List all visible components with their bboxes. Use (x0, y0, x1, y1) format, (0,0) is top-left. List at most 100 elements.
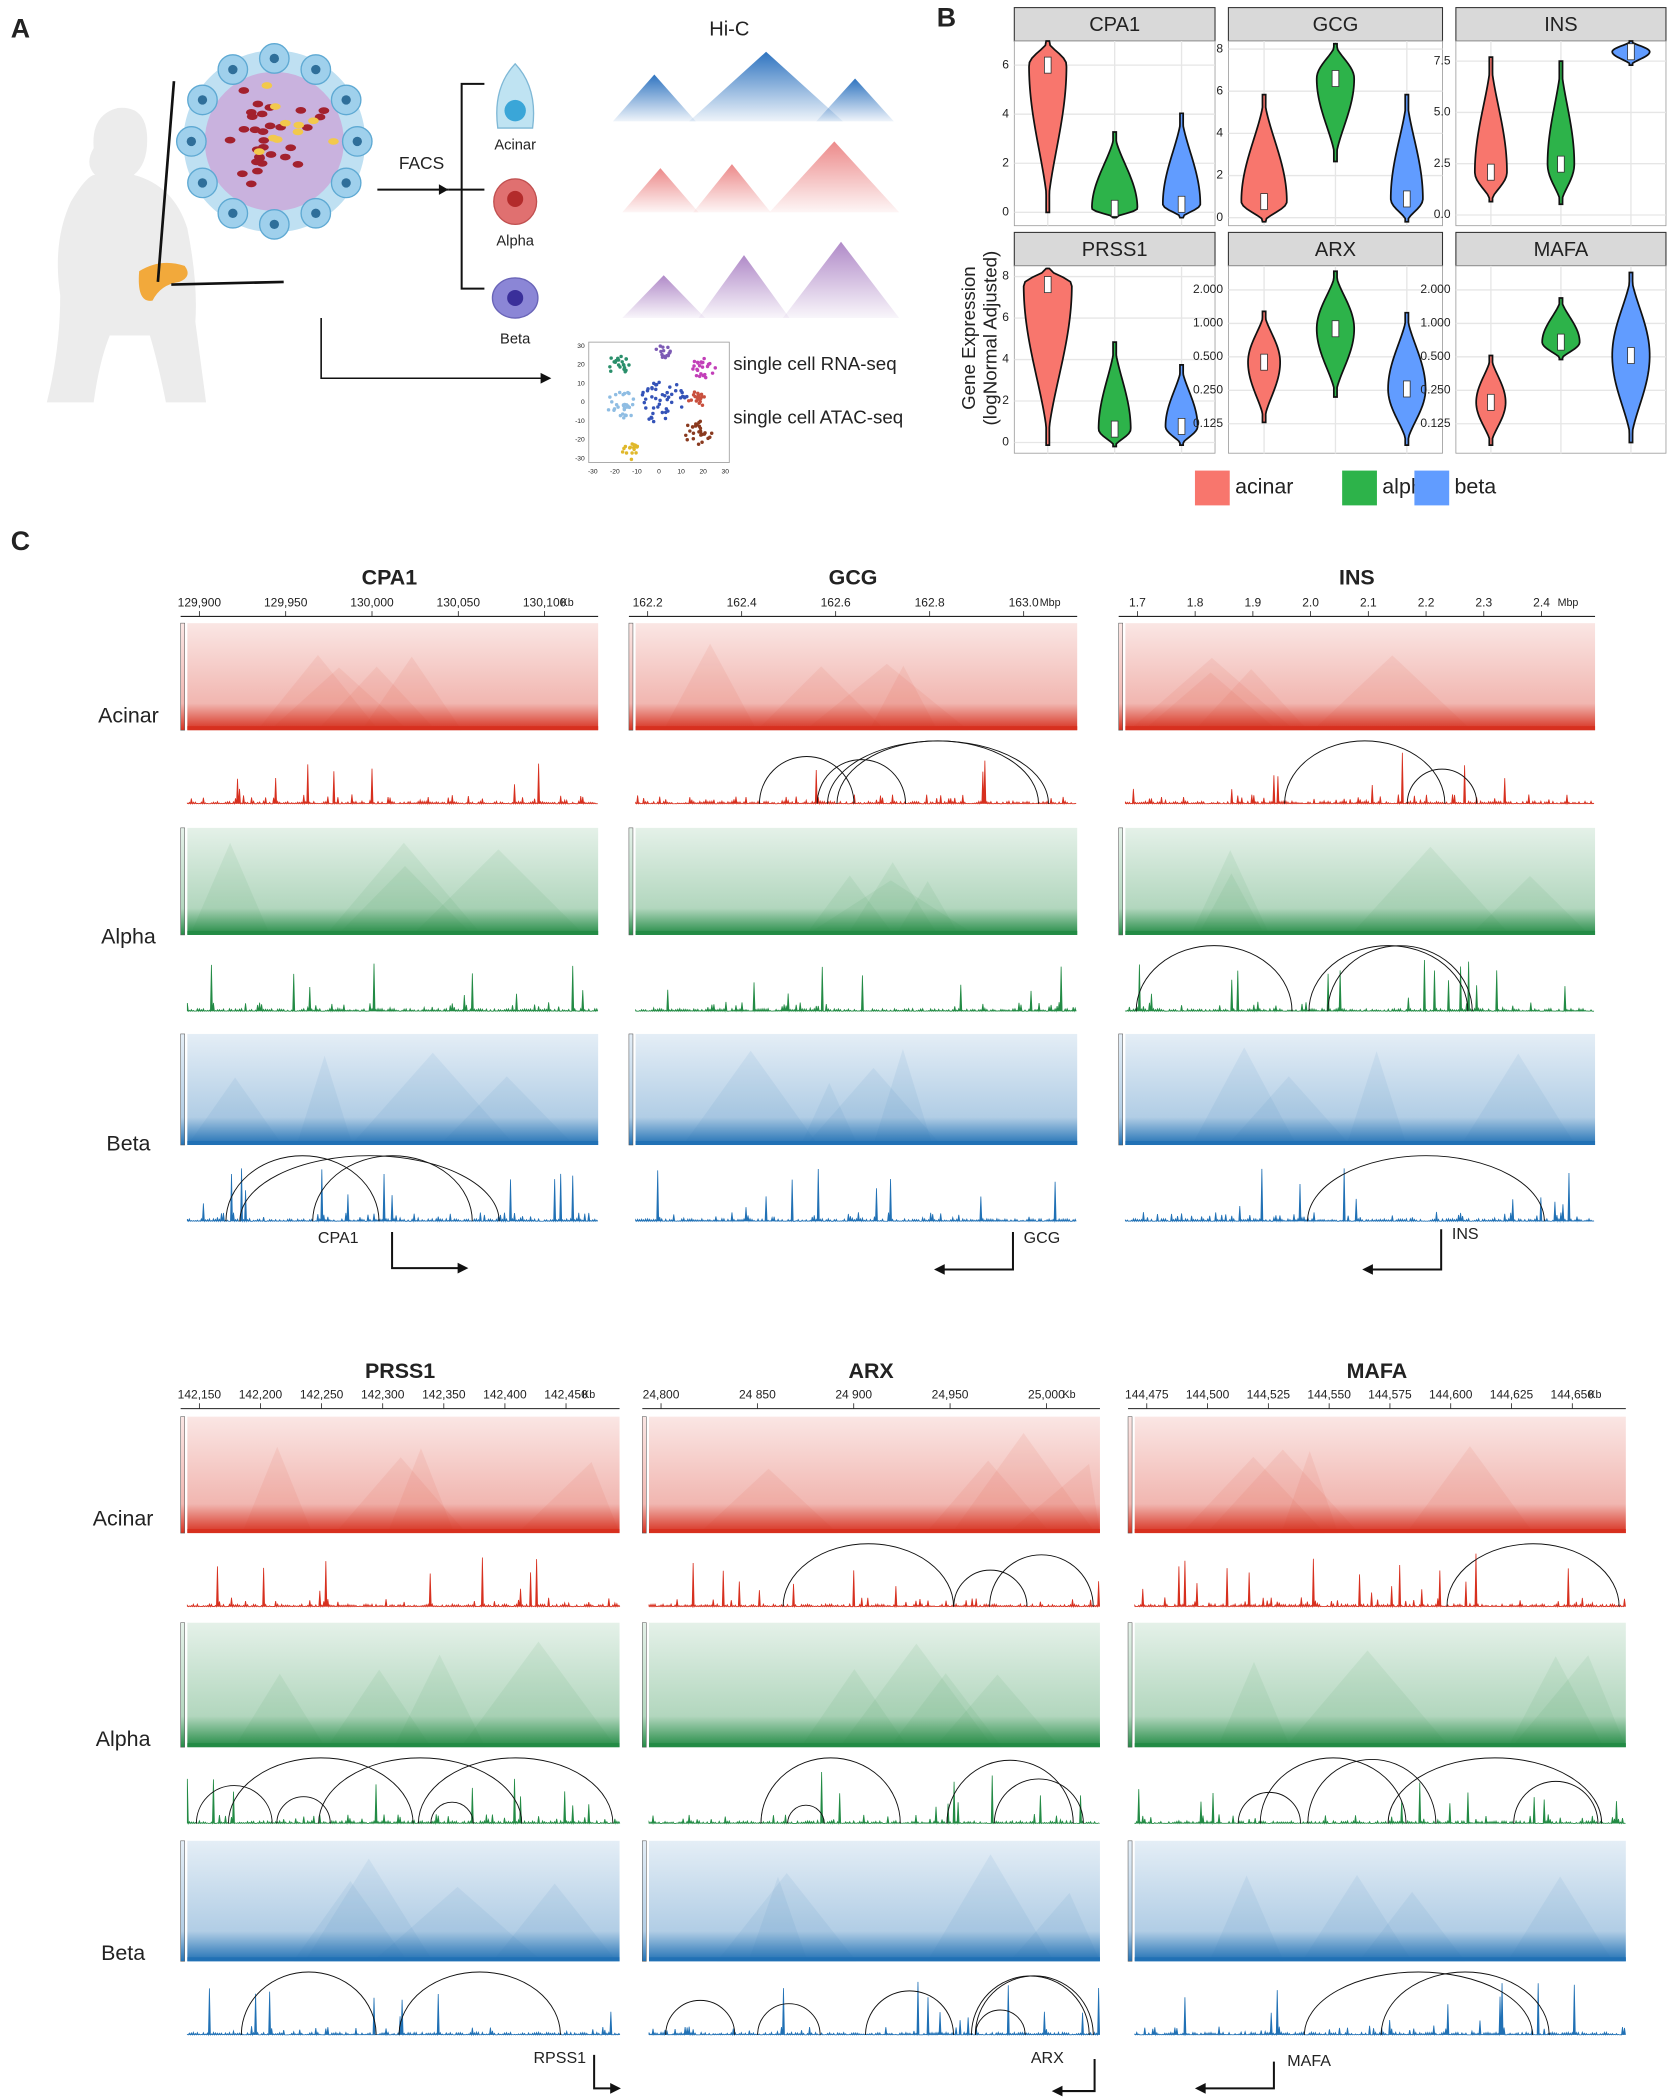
tad (187, 1077, 283, 1146)
tsne-point (688, 429, 692, 433)
color-scale (628, 827, 634, 936)
tsne-point (659, 349, 663, 354)
gene-label: INS (1452, 1225, 1479, 1243)
zoom-line (156, 81, 176, 283)
tsne-point (696, 361, 700, 365)
body-silhouette (46, 107, 207, 403)
loop-arc (318, 1757, 523, 1824)
loop-arc (225, 1155, 380, 1222)
tad (934, 1674, 1060, 1748)
islet-spot (256, 160, 268, 167)
islet-spot (252, 100, 264, 108)
loop-arc (1513, 1781, 1599, 1824)
facet-title: PRSS1 (1082, 239, 1148, 261)
tsne-point (691, 436, 696, 441)
tsne-point (658, 398, 662, 403)
tsne-point (705, 364, 710, 369)
color-scale (180, 1033, 185, 1146)
tsne-point (624, 357, 628, 361)
tsne-point (703, 375, 708, 380)
tsne-point (629, 413, 633, 418)
heatmap-diagonal (187, 1140, 599, 1146)
tad (757, 666, 886, 731)
tsne-point (651, 406, 656, 410)
islet-spot (295, 107, 307, 114)
hic-heatmap (648, 1840, 1100, 1962)
box (1177, 195, 1186, 213)
tsne-y-tick: -10 (575, 418, 585, 425)
box (1487, 393, 1495, 411)
tsne-frame (588, 341, 730, 463)
tad (806, 1067, 941, 1146)
heatmap-diagonal (187, 1743, 620, 1748)
box (1403, 380, 1411, 398)
hic-heatmap (1125, 1033, 1596, 1146)
tsne-point (632, 443, 636, 447)
violin (1473, 56, 1508, 203)
tad (492, 1883, 617, 1962)
heatmap-diagonal (187, 1957, 620, 1962)
color-scale (1118, 622, 1123, 731)
tad (951, 1433, 1096, 1534)
y-tick-label: 4 (1002, 106, 1009, 120)
coord-label: 2.4 (1533, 595, 1550, 609)
y-tick-label: 1.000 (1420, 316, 1450, 330)
tsne-point (626, 390, 630, 395)
assay-label: single cell RNA-seq (733, 353, 896, 374)
tsne-point (686, 423, 690, 428)
tad (927, 1854, 1054, 1962)
tsne-point (709, 431, 714, 435)
tsne-point (692, 390, 697, 394)
coord-label: 2.0 (1302, 595, 1319, 609)
tsne-point (651, 411, 655, 416)
islet-nucleus (341, 178, 351, 188)
arrowhead (540, 372, 552, 384)
tad (805, 663, 969, 731)
coord-label: 1.8 (1187, 595, 1204, 609)
box (1044, 56, 1052, 74)
nucleus (507, 289, 524, 306)
coord-label: 24,950 (932, 1387, 969, 1401)
tad (847, 862, 938, 935)
tad (317, 666, 436, 731)
y-tick-label: 7.5 (1434, 53, 1451, 67)
tsne-point (692, 359, 697, 364)
tsne-y-tick: 0 (581, 399, 585, 406)
tad (683, 1050, 819, 1146)
coord-label: 142,350 (422, 1387, 466, 1401)
legend-label: acinar (1235, 475, 1293, 499)
color-scale (1127, 1622, 1133, 1748)
islet-nucleus (311, 64, 321, 75)
coord-label: 162.2 (633, 595, 663, 609)
tad (1206, 1449, 1359, 1534)
coord-label: 144,525 (1247, 1387, 1291, 1401)
tsne-point (661, 348, 666, 353)
coord-label: 144,475 (1125, 1387, 1169, 1401)
loop-arc (760, 1757, 901, 1824)
tad (257, 654, 379, 731)
tsne-point (696, 442, 701, 447)
coord-label: 144,500 (1186, 1387, 1230, 1401)
islet-nucleus (197, 178, 208, 188)
pancreas (138, 262, 188, 301)
facet-strip (1455, 231, 1667, 267)
tsne-point (651, 419, 656, 424)
y-tick-label: 2.5 (1434, 156, 1451, 170)
locus-title: INS (1339, 566, 1375, 590)
atac-track (186, 1988, 621, 2037)
islet-spot (293, 121, 305, 129)
hic-heatmap (187, 1622, 620, 1748)
tsne-point (656, 405, 660, 409)
tsne-point (691, 367, 695, 371)
gene-label: CPA1 (318, 1229, 359, 1247)
y-tick-label: 2.000 (1420, 282, 1450, 296)
tsne-point (644, 406, 648, 410)
tad (1511, 1655, 1626, 1748)
tad (1209, 1875, 1284, 1962)
tsne-point (642, 400, 647, 405)
tad (717, 1872, 857, 1962)
arrowhead (1051, 2085, 1063, 2097)
islet-nucleus (269, 53, 279, 64)
tad (1198, 873, 1265, 935)
islet-nucleus (341, 95, 351, 105)
